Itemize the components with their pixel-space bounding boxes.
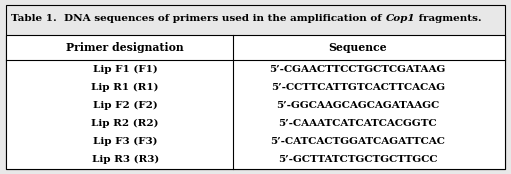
Text: 5’-CCTTCATTGTCACTTCACAG: 5’-CCTTCATTGTCACTTCACAG (271, 83, 445, 92)
Text: Lip R2 (R2): Lip R2 (R2) (91, 119, 159, 128)
Text: Lip F1 (F1): Lip F1 (F1) (93, 65, 157, 74)
Text: Lip R1 (R1): Lip R1 (R1) (91, 83, 159, 92)
Text: fragments.: fragments. (415, 14, 482, 23)
Text: 5’-GGCAAGCAGCAGATAAGC: 5’-GGCAAGCAGCAGATAAGC (276, 101, 439, 110)
Text: 5’-CATCACTGGATCAGATTCAC: 5’-CATCACTGGATCAGATTCAC (270, 137, 445, 146)
Text: Lip R3 (R3): Lip R3 (R3) (91, 155, 159, 164)
Text: Lip F3 (F3): Lip F3 (F3) (93, 137, 157, 146)
Text: Cop1: Cop1 (385, 14, 415, 23)
Text: 5’-CGAACTTCCTGCTCGATAAG: 5’-CGAACTTCCTGCTCGATAAG (269, 65, 446, 74)
Bar (6, 35, 505, 169)
Text: Table 1.  DNA sequences of primers used in the amplification of: Table 1. DNA sequences of primers used i… (11, 14, 385, 23)
Text: 5’-GCTTATCTGCTGCTTGCC: 5’-GCTTATCTGCTGCTTGCC (278, 155, 437, 164)
Text: Lip F2 (F2): Lip F2 (F2) (93, 101, 157, 110)
Text: 5’-CAAATCATCATCACGGTC: 5’-CAAATCATCATCACGGTC (278, 119, 437, 128)
Text: Primer designation: Primer designation (66, 42, 184, 53)
Text: Sequence: Sequence (329, 42, 387, 53)
